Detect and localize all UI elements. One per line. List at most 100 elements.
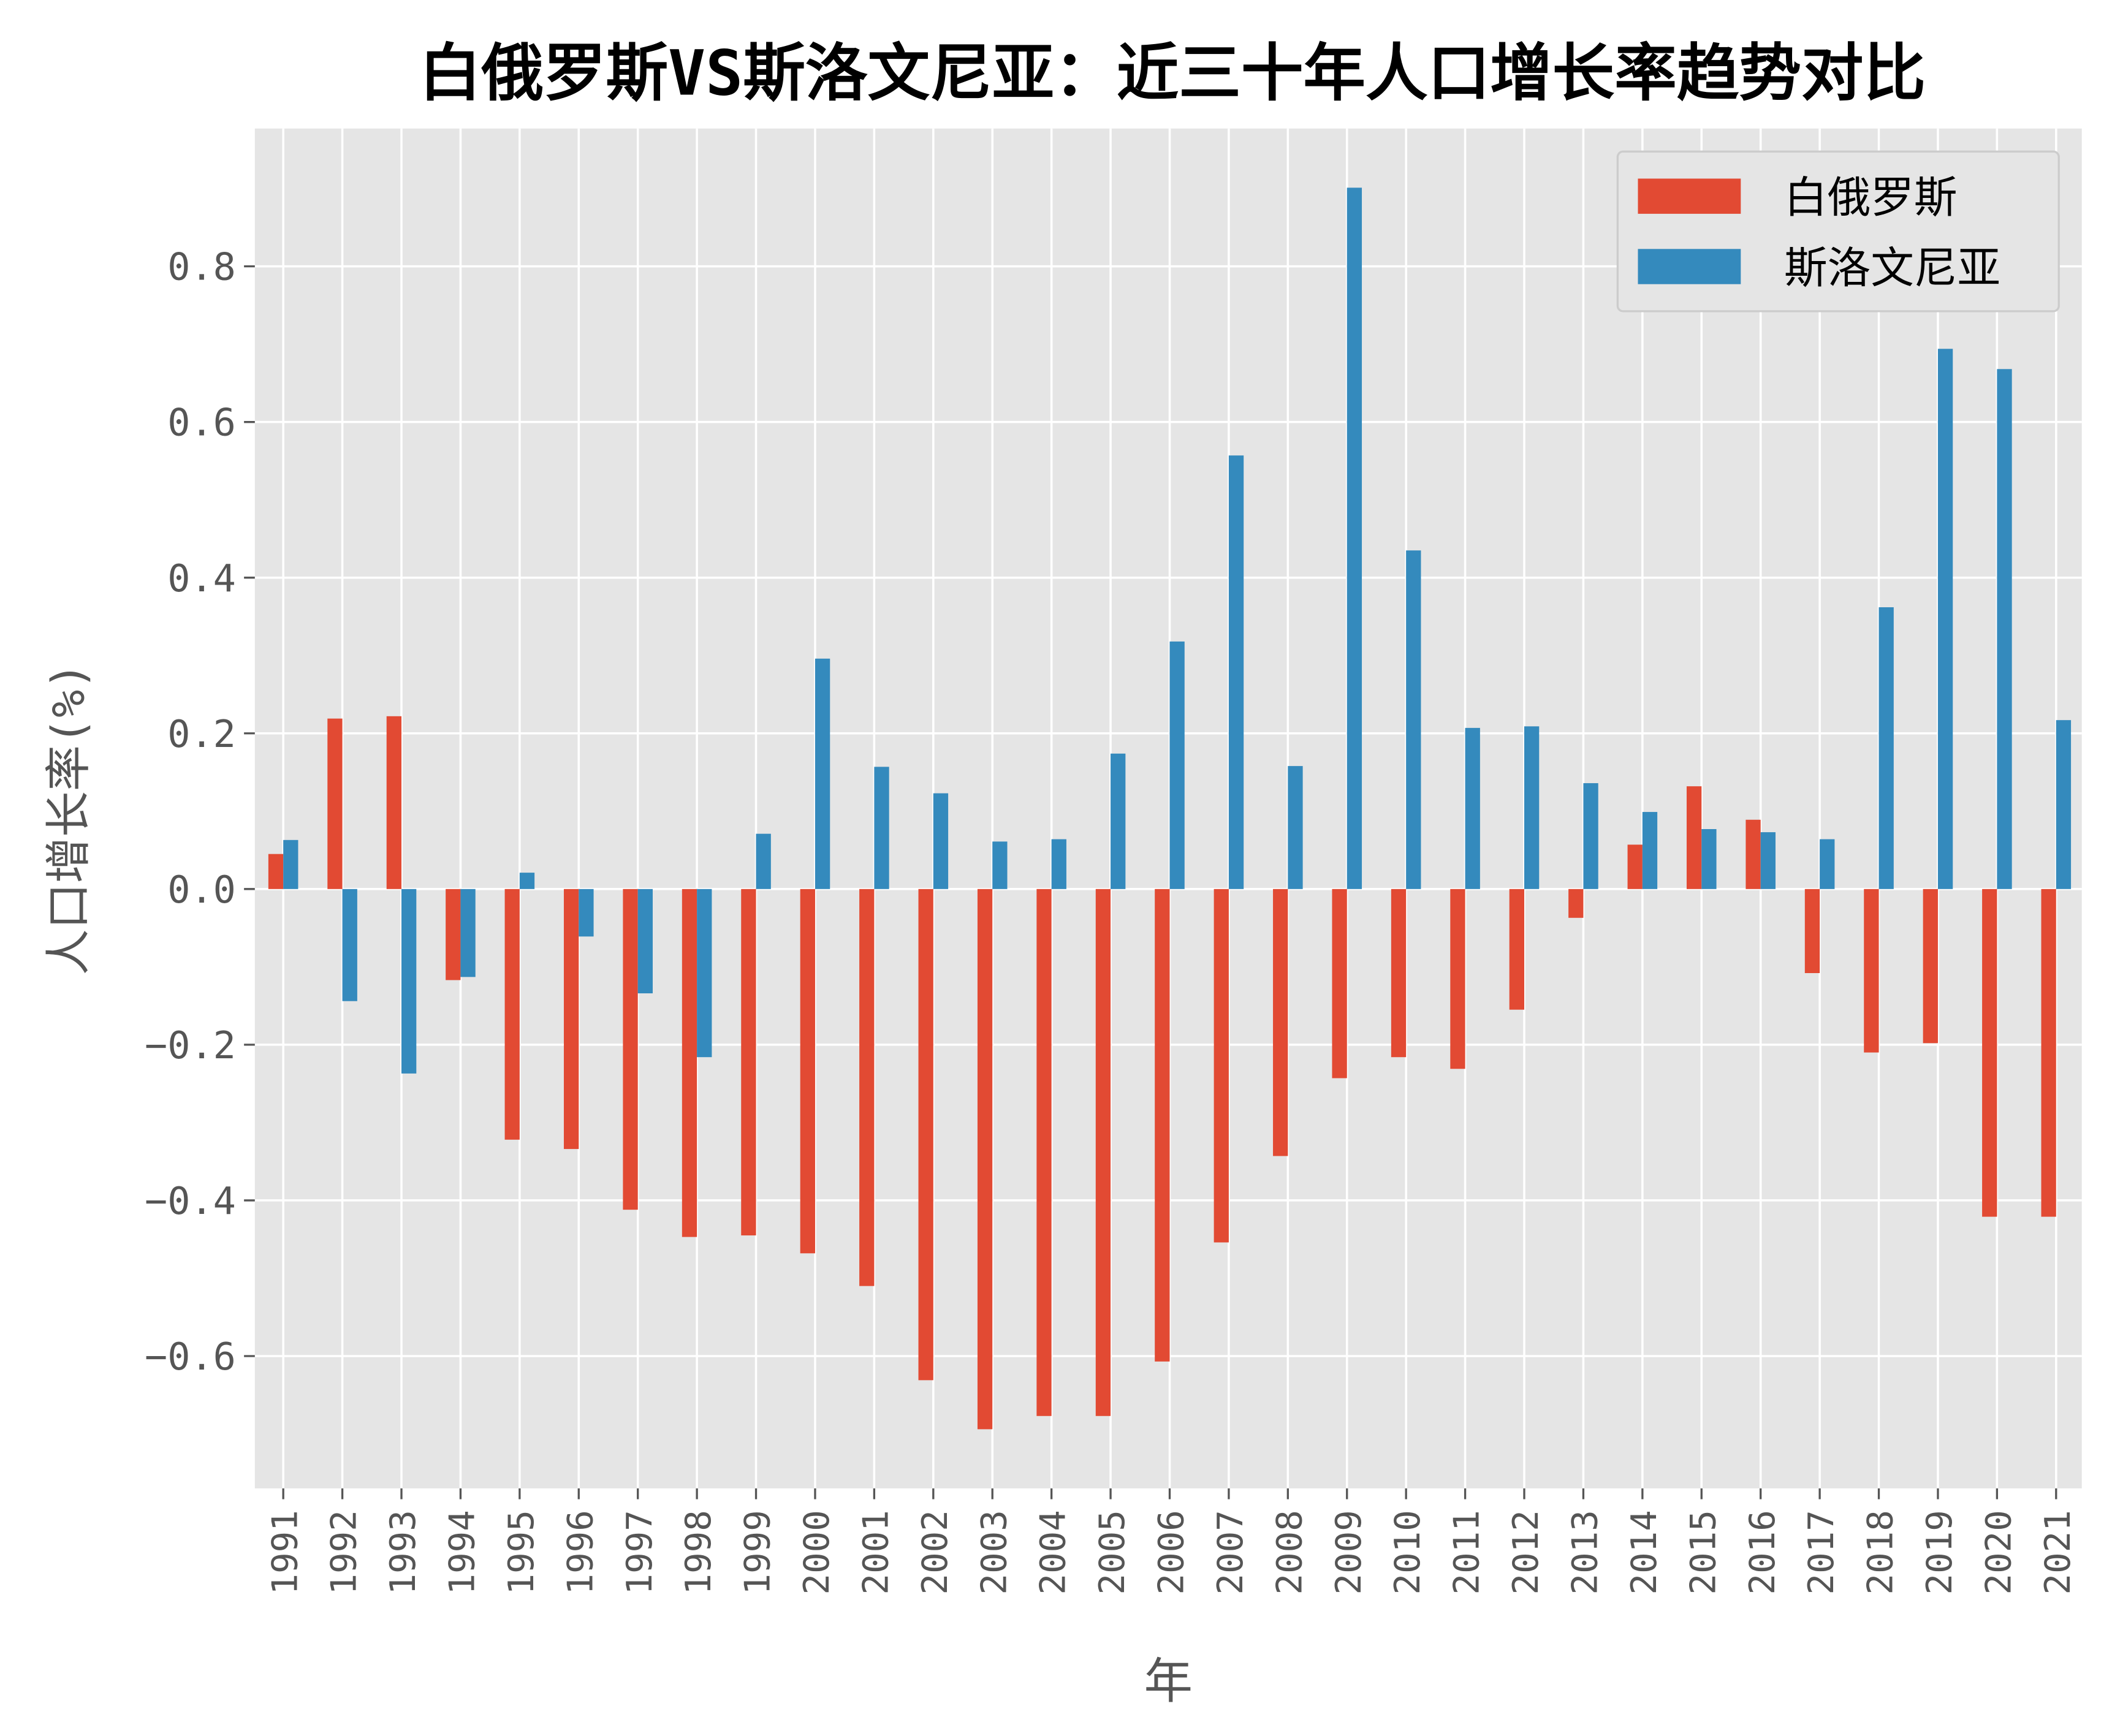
bar-slovenia — [401, 889, 417, 1074]
x-tick-label: 2000 — [796, 1510, 837, 1594]
y-tick-label: 0.8 — [167, 245, 236, 289]
bar-slovenia — [1997, 369, 2012, 889]
bar-belarus — [504, 889, 520, 1140]
x-tick-label: 2009 — [1328, 1510, 1369, 1594]
x-tick-label: 2007 — [1210, 1510, 1251, 1594]
bar-slovenia — [1347, 188, 1362, 889]
bar-belarus — [563, 889, 579, 1150]
x-tick-label: 2021 — [2037, 1510, 2078, 1594]
bar-slovenia — [1288, 766, 1303, 889]
bars — [268, 188, 2072, 1430]
x-tick-label: 2004 — [1033, 1510, 1074, 1594]
legend-label-belarus: 白俄罗斯 — [1784, 172, 1958, 223]
bar-slovenia — [992, 841, 1008, 889]
x-tick-label: 2013 — [1565, 1510, 1606, 1594]
x-tick-label: 2010 — [1387, 1510, 1428, 1594]
y-tick-label: −0.2 — [145, 1023, 236, 1067]
legend-label-slovenia: 斯洛文尼亚 — [1784, 242, 2000, 293]
x-tick-label: 1993 — [382, 1510, 424, 1594]
x-tick-label: 2002 — [914, 1510, 955, 1594]
bar-belarus — [1214, 889, 1229, 1243]
bar-slovenia — [1878, 607, 1894, 889]
x-tick-label: 2005 — [1092, 1510, 1133, 1594]
bar-slovenia — [815, 658, 830, 889]
bar-slovenia — [697, 889, 712, 1058]
x-tick-label: 1998 — [678, 1510, 719, 1594]
chart-title: 白俄罗斯VS斯洛文尼亚：近三十年人口增长率趋势对比 — [419, 37, 1926, 110]
bar-belarus — [1095, 889, 1111, 1416]
bar-belarus — [1804, 889, 1820, 974]
legend-swatch-slovenia — [1638, 249, 1741, 284]
bar-belarus — [268, 854, 284, 889]
x-tick-label: 1995 — [501, 1510, 542, 1594]
x-tick-label: 2001 — [855, 1510, 896, 1594]
x-tick-label: 1991 — [264, 1510, 305, 1594]
x-axis-label: 年 — [1144, 1653, 1193, 1710]
bar-slovenia — [1406, 550, 1421, 889]
bar-slovenia — [1051, 839, 1066, 889]
bar-slovenia — [1228, 455, 1244, 889]
bar-belarus — [1864, 889, 1879, 1053]
y-tick-label: −0.4 — [145, 1179, 236, 1223]
y-tick-label: 0.4 — [167, 556, 236, 601]
x-tick-label: 2003 — [973, 1510, 1014, 1594]
x-tick-label: 2011 — [1446, 1510, 1487, 1594]
bar-slovenia — [1701, 829, 1717, 889]
bar-belarus — [977, 889, 993, 1430]
y-tick-label: 0.0 — [167, 868, 236, 912]
bar-belarus — [1923, 889, 1938, 1044]
bar-slovenia — [1524, 726, 1540, 889]
bar-slovenia — [579, 889, 594, 937]
x-tick-label: 2015 — [1682, 1510, 1723, 1594]
y-tick-label: 0.2 — [167, 712, 236, 756]
bar-belarus — [327, 718, 343, 889]
bar-slovenia — [1169, 641, 1185, 889]
x-tick-label: 1997 — [619, 1510, 660, 1594]
bar-belarus — [1036, 889, 1052, 1416]
bar-belarus — [800, 889, 815, 1254]
bar-belarus — [1450, 889, 1465, 1069]
bar-slovenia — [756, 833, 771, 889]
x-tick-label: 2008 — [1269, 1510, 1310, 1594]
bar-belarus — [1745, 819, 1761, 889]
legend: 白俄罗斯 斯洛文尼亚 — [1616, 150, 2060, 313]
bar-belarus — [1273, 889, 1288, 1156]
x-tick-label: 1999 — [737, 1510, 778, 1594]
bar-belarus — [1627, 844, 1643, 889]
bar-belarus — [918, 889, 933, 1381]
x-axis: 1991 1992 1993 1994 1995 1996 1997 1998 1999 2000… — [264, 1488, 2078, 1594]
bar-belarus — [1686, 786, 1702, 889]
x-tick-label: 2018 — [1860, 1510, 1901, 1594]
bar-slovenia — [1465, 727, 1480, 889]
y-tick-label: 0.6 — [167, 401, 236, 445]
bar-slovenia — [874, 767, 889, 889]
bar-slovenia — [460, 889, 476, 977]
bar-belarus — [386, 716, 402, 889]
bar-slovenia — [637, 889, 653, 994]
bar-slovenia — [1111, 753, 1126, 889]
x-tick-label: 2017 — [1801, 1510, 1842, 1594]
y-tick-label: −0.6 — [145, 1335, 236, 1379]
x-tick-label: 1992 — [324, 1510, 365, 1594]
x-tick-label: 2006 — [1151, 1510, 1192, 1594]
bar-slovenia — [1642, 812, 1658, 889]
bar-belarus — [623, 889, 638, 1210]
y-axis-label: 人口增长率(%) — [42, 662, 96, 975]
bar-slovenia — [1583, 783, 1598, 889]
bar-belarus — [1391, 889, 1407, 1058]
y-axis: −0.6 −0.4 −0.2 0.0 0.2 0.4 0.6 0.8 — [145, 245, 255, 1379]
bar-slovenia — [933, 793, 949, 889]
x-tick-label: 1996 — [560, 1510, 601, 1594]
bar-slovenia — [1937, 349, 1953, 889]
bar-slovenia — [2056, 720, 2072, 889]
bar-belarus — [1509, 889, 1525, 1010]
bar-slovenia — [1760, 832, 1776, 889]
bar-belarus — [1568, 889, 1584, 918]
bar-belarus — [2041, 889, 2056, 1217]
bar-belarus — [859, 889, 875, 1286]
bar-belarus — [1982, 889, 1997, 1217]
x-tick-label: 2016 — [1742, 1510, 1783, 1594]
bar-slovenia — [283, 840, 298, 889]
bar-belarus — [1332, 889, 1347, 1078]
